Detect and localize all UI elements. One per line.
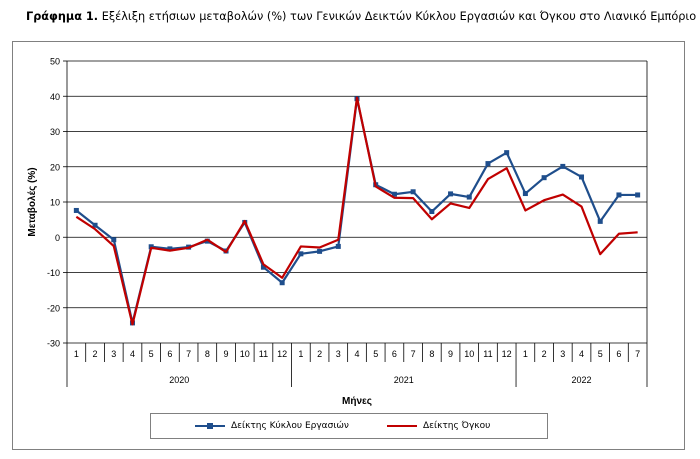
x-axis-label: Μήνες <box>342 396 372 407</box>
legend-item-turnover: Δείκτης Κύκλου Εργασιών <box>195 414 349 438</box>
x-tick-label: 4 <box>354 349 359 359</box>
x-tick-label: 4 <box>579 349 584 359</box>
data-point <box>260 264 266 270</box>
y-tick-labels: -30 -20 -10 0 10 20 30 40 50 <box>47 57 60 349</box>
data-point <box>204 238 210 244</box>
legend-swatch-turnover <box>195 423 225 429</box>
legend-label-turnover: Δείκτης Κύκλου Εργασιών <box>231 421 349 431</box>
data-point <box>635 192 641 198</box>
x-tick-label: 11 <box>483 349 492 359</box>
x-tick-label: 10 <box>464 349 474 359</box>
data-point <box>73 207 79 213</box>
group-label: 2020 <box>169 375 189 385</box>
y-tick-label: -10 <box>47 268 60 278</box>
x-tick-label: 5 <box>373 349 378 359</box>
data-point <box>616 192 622 198</box>
group-label: 2021 <box>394 375 414 385</box>
x-tick-label: 2 <box>93 349 98 359</box>
axes <box>63 60 648 387</box>
y-axis-label: Μεταβολές (%) <box>27 167 38 236</box>
x-tick-label: 1 <box>74 349 79 359</box>
x-tick-label: 3 <box>111 349 116 359</box>
data-point <box>579 174 585 180</box>
y-tick-label: 20 <box>50 162 60 172</box>
legend-item-volume: Δείκτης Όγκου <box>387 414 490 438</box>
data-point <box>92 222 98 228</box>
data-point <box>448 191 454 197</box>
data-point <box>279 280 285 286</box>
x-tick-label: 1 <box>523 349 528 359</box>
x-tick-label: 6 <box>167 349 172 359</box>
series-line <box>75 96 638 326</box>
x-tick-label: 7 <box>186 349 191 359</box>
data-point <box>466 194 472 200</box>
data-point <box>410 189 416 195</box>
x-tick-label: 5 <box>598 349 603 359</box>
data-point <box>111 237 117 243</box>
y-tick-label: 10 <box>50 198 60 208</box>
legend: Δείκτης Κύκλου Εργασιών Δείκτης Όγκου <box>150 413 548 439</box>
x-tick-label: 3 <box>336 349 341 359</box>
x-tick-label: 1 <box>298 349 303 359</box>
chart-title: Γράφημα 1. Εξέλιξη ετήσιων μεταβολών (%)… <box>26 10 696 23</box>
x-tick-label: 12 <box>277 349 287 359</box>
data-point <box>317 248 323 254</box>
x-tick-label: 2 <box>317 349 322 359</box>
data-point <box>298 251 304 257</box>
gridlines <box>67 60 647 344</box>
y-tick-label: 40 <box>50 92 60 102</box>
x-tick-label: 3 <box>560 349 565 359</box>
x-tick-label: 10 <box>240 349 250 359</box>
data-point <box>335 243 341 249</box>
x-tick-label: 8 <box>205 349 210 359</box>
x-tick-labels: 1 2 3 4 5 6 7 8 9 10 11 12 1 2 3 4 5 6 7 8 9 10 11 12 1 2 3 4 5 6 7202… <box>74 349 640 385</box>
series-line <box>75 97 638 325</box>
x-tick-label: 6 <box>392 349 397 359</box>
legend-swatch-volume <box>387 425 417 427</box>
x-tick-label: 11 <box>259 349 268 359</box>
group-label: 2022 <box>572 375 592 385</box>
y-tick-label: 30 <box>50 127 60 137</box>
chart-title-prefix: Γράφημα 1. <box>26 10 99 23</box>
data-point <box>391 191 397 197</box>
y-tick-label: 0 <box>55 233 60 243</box>
x-tick-label: 8 <box>429 349 434 359</box>
x-tick-label: 7 <box>411 349 416 359</box>
data-point <box>541 175 547 181</box>
data-point <box>429 209 435 215</box>
data-point <box>485 161 491 167</box>
x-tick-label: 12 <box>502 349 512 359</box>
x-tick-label: 9 <box>224 349 229 359</box>
x-tick-label: 4 <box>130 349 135 359</box>
data-point <box>597 218 603 224</box>
x-tick-label: 5 <box>149 349 154 359</box>
x-tick-label: 6 <box>616 349 621 359</box>
series-lines <box>73 96 641 326</box>
data-point <box>560 163 566 169</box>
y-tick-label: 50 <box>50 57 60 67</box>
y-tick-label: -30 <box>47 339 60 349</box>
x-tick-label: 2 <box>542 349 547 359</box>
chart-frame <box>12 41 685 450</box>
chart-title-text: Εξέλιξη ετήσιων μεταβολών (%) των Γενικώ… <box>101 10 697 23</box>
y-tick-label: -20 <box>47 303 60 313</box>
x-tick-label: 9 <box>448 349 453 359</box>
x-tick-label: 7 <box>635 349 640 359</box>
data-point <box>167 246 173 252</box>
data-point <box>522 191 528 197</box>
legend-label-volume: Δείκτης Όγκου <box>423 421 491 431</box>
data-point <box>504 150 510 156</box>
